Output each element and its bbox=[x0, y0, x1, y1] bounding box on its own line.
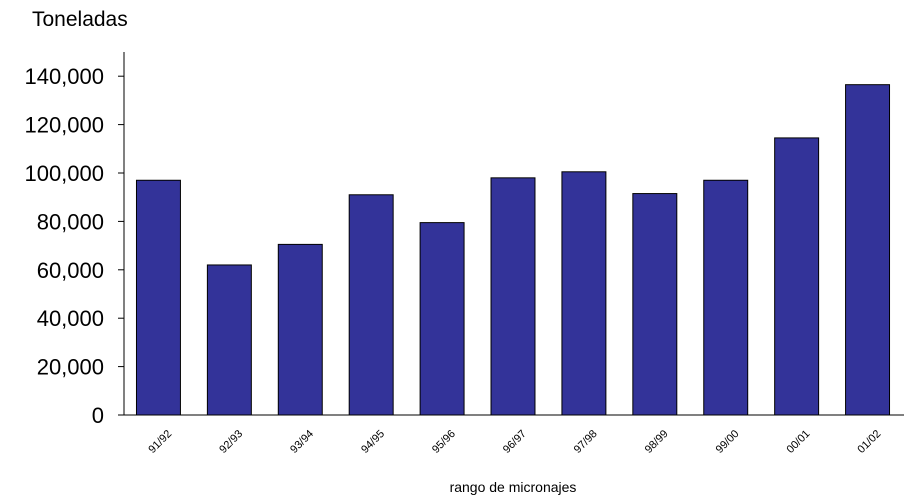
y-tick-label: 140,000 bbox=[24, 64, 104, 89]
x-tick-label: 91/92 bbox=[146, 428, 174, 456]
bar-99-00 bbox=[703, 179, 749, 416]
bar-94-95 bbox=[348, 194, 394, 416]
y-tick-label: 0 bbox=[92, 403, 104, 428]
bar-97-98 bbox=[561, 171, 607, 416]
x-tick-label: 97/98 bbox=[572, 428, 600, 456]
y-tick-label: 40,000 bbox=[37, 306, 104, 331]
x-tick-label: 00/01 bbox=[785, 428, 813, 456]
x-axis-title: rango de micronajes bbox=[450, 479, 577, 495]
x-tick-label: 93/94 bbox=[288, 428, 316, 456]
y-tick-label: 80,000 bbox=[37, 209, 104, 234]
bar-96-97 bbox=[490, 177, 536, 416]
x-tick-label: 99/00 bbox=[714, 428, 742, 456]
bar-93-94 bbox=[277, 243, 323, 416]
bar-92-93 bbox=[206, 264, 252, 416]
x-tick-label: 94/95 bbox=[359, 428, 387, 456]
x-tick-label: 96/97 bbox=[501, 428, 529, 456]
bar-98-99 bbox=[632, 193, 678, 416]
bar-01-02 bbox=[845, 84, 891, 416]
y-axis-title: Toneladas bbox=[32, 8, 128, 31]
y-tick-label: 100,000 bbox=[24, 161, 104, 186]
bars bbox=[135, 84, 891, 416]
y-axis-ticks: 0 20,000 40,000 60,000 80,000 100,000 120,000 1… bbox=[24, 64, 124, 428]
bar-95-96 bbox=[419, 222, 465, 416]
bar-00-01 bbox=[774, 137, 820, 416]
x-tick-label: 98/99 bbox=[643, 428, 671, 456]
bar-91-92 bbox=[135, 179, 181, 416]
y-tick-label: 120,000 bbox=[24, 113, 104, 138]
x-tick-label: 95/96 bbox=[430, 428, 458, 456]
y-tick-label: 20,000 bbox=[37, 355, 104, 380]
y-tick-label: 60,000 bbox=[37, 258, 104, 283]
x-tick-label: 92/93 bbox=[217, 428, 245, 456]
x-axis-ticks: 91/92 92/93 93/94 94/95 95/96 96/97 97/98 98/99… bbox=[146, 428, 883, 456]
x-tick-label: 01/02 bbox=[855, 428, 883, 456]
